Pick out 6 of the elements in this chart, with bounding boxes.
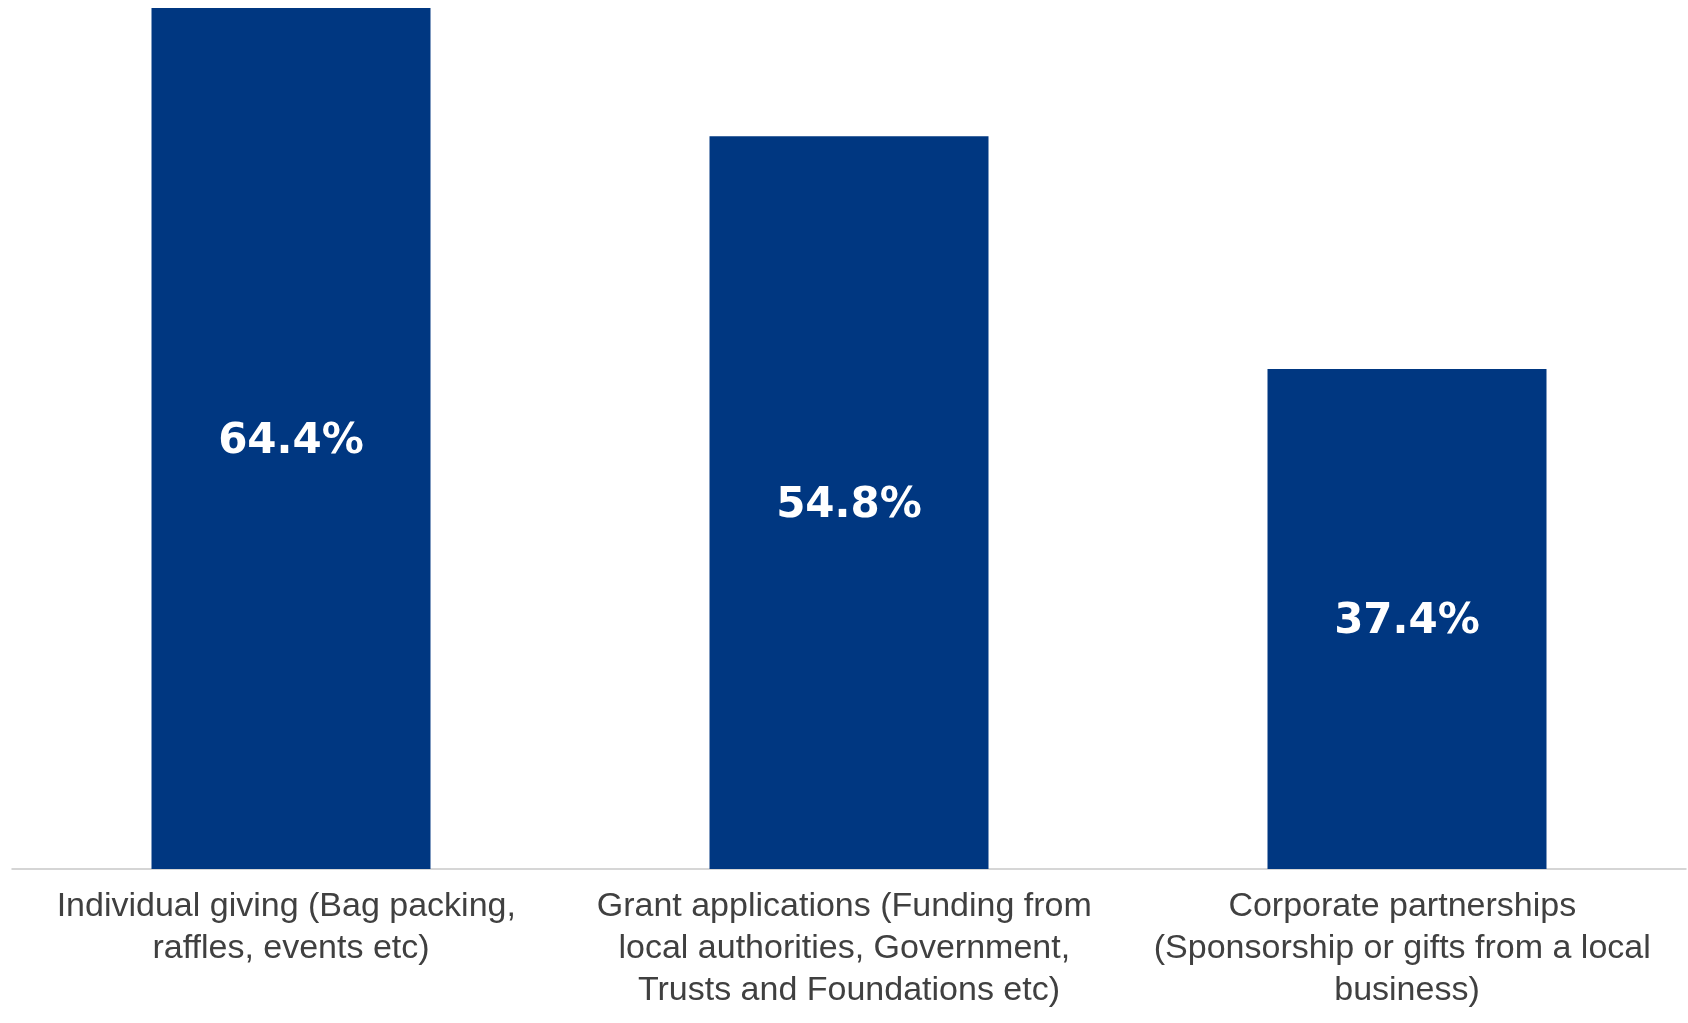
x-tick-label: Individual giving (Bag packing, raffles, events etc) xyxy=(56,885,526,965)
data-label: 37.4% xyxy=(1334,594,1480,644)
data-label: 64.4% xyxy=(218,414,364,463)
x-tick-label: Corporate partnerships (Sponsorship or gifts from a local business) xyxy=(1153,885,1661,1007)
data-label: 54.8% xyxy=(776,478,922,528)
x-tick-label: Grant applications (Funding from local authorities, Government, Trusts and Foundations etc) xyxy=(596,885,1102,1007)
